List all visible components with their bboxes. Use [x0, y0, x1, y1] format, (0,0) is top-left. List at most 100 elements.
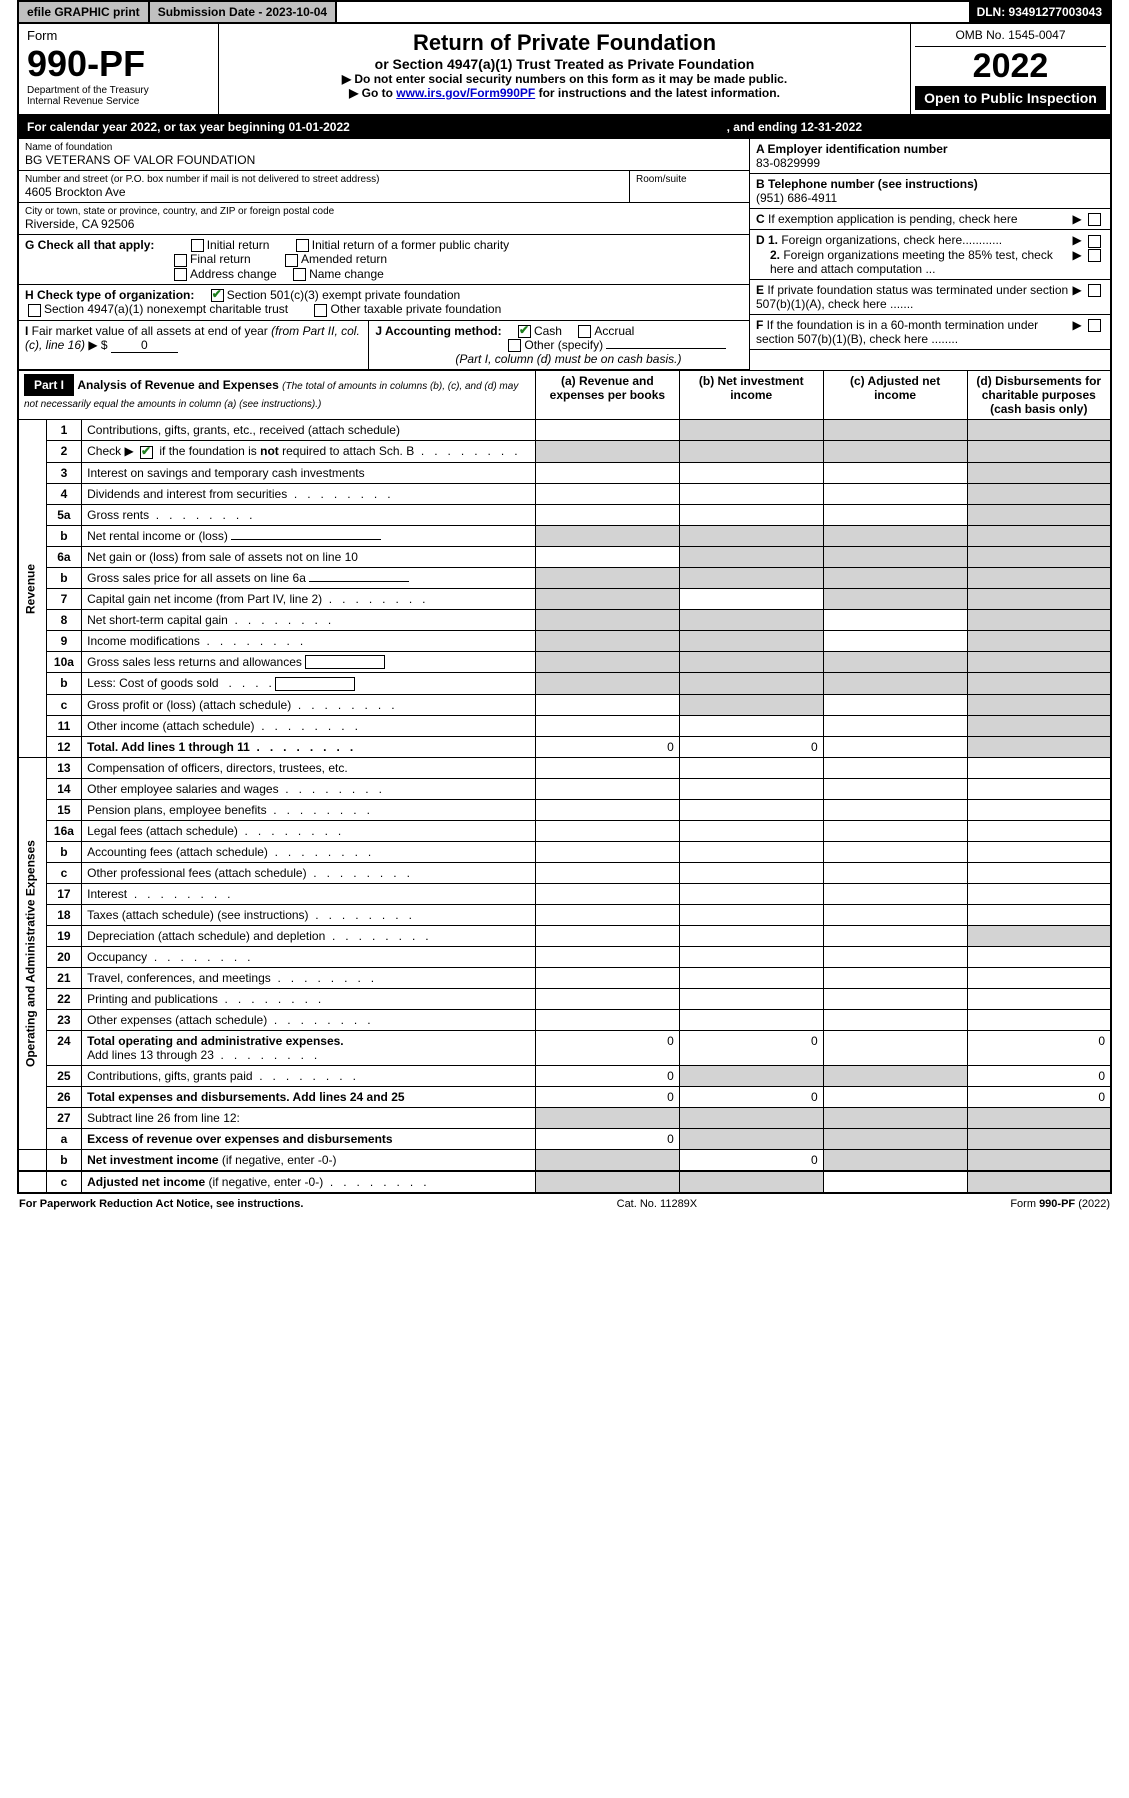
j-other: Other (specify) — [524, 338, 603, 352]
val-26b: 0 — [679, 1087, 823, 1108]
a-value: 83-0829999 — [756, 156, 1104, 170]
calendar-year-line: For calendar year 2022, or tax year begi… — [19, 116, 1110, 138]
form-title: Return of Private Foundation — [225, 30, 904, 56]
e-checkbox[interactable] — [1088, 284, 1101, 297]
g-initial-return-checkbox[interactable] — [191, 239, 204, 252]
note2-pre: ▶ Go to — [349, 86, 396, 100]
g-initial-former: Initial return of a former public charit… — [312, 238, 509, 252]
room-label: Room/suite — [636, 174, 743, 185]
j-accrual-checkbox[interactable] — [578, 325, 591, 338]
g-initial-former-checkbox[interactable] — [296, 239, 309, 252]
g-initial-return: Initial return — [207, 238, 270, 252]
j-label: J Accounting method: — [375, 324, 501, 338]
note-1: ▶ Do not enter social security numbers o… — [225, 72, 904, 86]
form-footer: Form 990-PF (2022) — [1010, 1198, 1110, 1210]
d2-checkbox[interactable] — [1088, 249, 1101, 262]
val-26d: 0 — [967, 1087, 1111, 1108]
col-a-header: (a) Revenue and expenses per books — [535, 371, 679, 420]
dept-line1: Department of the Treasury — [27, 85, 210, 96]
note2-post: for instructions and the latest informat… — [535, 86, 780, 100]
line-23: Other expenses (attach schedule) — [87, 1013, 267, 1027]
line-24b: Add lines 13 through 23 — [87, 1048, 214, 1062]
h-4947-checkbox[interactable] — [28, 304, 41, 317]
line-12: Total. Add lines 1 through 11 — [87, 740, 250, 754]
val-27b: 0 — [679, 1150, 823, 1172]
line-2: Check ▶ if the foundation is not require… — [82, 441, 536, 462]
calyear-begin: For calendar year 2022, or tax year begi… — [27, 120, 350, 134]
val-26a: 0 — [535, 1087, 679, 1108]
e-text: If private foundation status was termina… — [756, 283, 1068, 311]
col-b-header: (b) Net investment income — [679, 371, 823, 420]
line-10c: Gross profit or (loss) (attach schedule) — [87, 698, 291, 712]
line-21: Travel, conferences, and meetings — [87, 971, 271, 985]
omb-no: OMB No. 1545-0047 — [915, 28, 1106, 47]
col-c-header: (c) Adjusted net income — [823, 371, 967, 420]
h-501c3-checkbox[interactable] — [211, 289, 224, 302]
line-27a: Excess of revenue over expenses and disb… — [82, 1129, 536, 1150]
val-12a: 0 — [535, 737, 679, 758]
revenue-side-label: Revenue — [18, 420, 46, 758]
note-2: ▶ Go to www.irs.gov/Form990PF for instru… — [225, 86, 904, 100]
line-1: Contributions, gifts, grants, etc., rece… — [82, 420, 536, 441]
form-header: Form 990-PF Department of the Treasury I… — [17, 24, 1112, 116]
val-12b: 0 — [679, 737, 823, 758]
line-10a: Gross sales less returns and allowances — [82, 651, 536, 673]
g-section: G Check all that apply: Initial return I… — [19, 235, 750, 285]
open-inspection: Open to Public Inspection — [915, 86, 1106, 110]
l2-pre: Check ▶ — [87, 444, 137, 458]
b-label: B Telephone number (see instructions) — [756, 177, 1104, 191]
l2-post: if the foundation is not required to att… — [156, 444, 414, 458]
line-13: Compensation of officers, directors, tru… — [82, 758, 536, 779]
h-other: Other taxable private foundation — [330, 302, 501, 316]
irs-link[interactable]: www.irs.gov/Form990PF — [396, 86, 535, 100]
d1-checkbox[interactable] — [1088, 235, 1101, 248]
foundation-name: BG VETERANS OF VALOR FOUNDATION — [25, 153, 743, 167]
j-other-checkbox[interactable] — [508, 339, 521, 352]
page-footer: For Paperwork Reduction Act Notice, see … — [17, 1194, 1112, 1214]
line-6a: Net gain or (loss) from sale of assets n… — [82, 546, 536, 567]
line-5b: Net rental income or (loss) — [82, 525, 536, 546]
val-25a: 0 — [535, 1066, 679, 1087]
line-27b: Net investment income — [87, 1153, 218, 1167]
top-bar: efile GRAPHIC print Submission Date - 20… — [17, 0, 1112, 24]
j-accrual: Accrual — [594, 324, 634, 338]
val-25d: 0 — [967, 1066, 1111, 1087]
line-11: Other income (attach schedule) — [87, 719, 254, 733]
g-final-return: Final return — [190, 252, 251, 266]
line-6b: Gross sales price for all assets on line… — [82, 567, 536, 588]
j-cash-checkbox[interactable] — [518, 325, 531, 338]
b-value: (951) 686-4911 — [756, 191, 1104, 205]
f-checkbox[interactable] — [1088, 319, 1101, 332]
h-other-checkbox[interactable] — [314, 304, 327, 317]
line-7: Capital gain net income (from Part IV, l… — [87, 592, 322, 606]
l2-checkbox[interactable] — [140, 446, 153, 459]
dept-line2: Internal Revenue Service — [27, 96, 210, 107]
line-19: Depreciation (attach schedule) and deple… — [87, 929, 325, 943]
col-d-header: (d) Disbursements for charitable purpose… — [967, 371, 1111, 420]
val-27a: 0 — [535, 1129, 679, 1150]
tax-year: 2022 — [915, 47, 1106, 86]
val-24a: 0 — [535, 1031, 679, 1066]
pra-notice: For Paperwork Reduction Act Notice, see … — [19, 1198, 303, 1210]
h-4947: Section 4947(a)(1) nonexempt charitable … — [44, 302, 288, 316]
line-9: Income modifications — [87, 634, 200, 648]
line-22: Printing and publications — [87, 992, 218, 1006]
line-14: Other employee salaries and wages — [87, 782, 278, 796]
g-amended-checkbox[interactable] — [285, 254, 298, 267]
line-4: Dividends and interest from securities — [87, 487, 287, 501]
val-24b: 0 — [679, 1031, 823, 1066]
c-checkbox[interactable] — [1088, 213, 1101, 226]
line-5a: Gross rents — [87, 508, 149, 522]
g-final-return-checkbox[interactable] — [174, 254, 187, 267]
foundation-name-label: Name of foundation — [25, 142, 743, 153]
form-label: Form — [27, 28, 210, 43]
i-text: Fair market value of all assets at end o… — [25, 324, 360, 352]
i-value: 0 — [111, 338, 178, 353]
g-address-change-checkbox[interactable] — [174, 268, 187, 281]
d2-text: Foreign organizations meeting the 85% te… — [770, 248, 1053, 276]
line-10b: Less: Cost of goods sold . . . . — [82, 673, 536, 695]
efile-label: efile GRAPHIC print — [19, 2, 150, 22]
g-name-change-checkbox[interactable] — [293, 268, 306, 281]
line-3: Interest on savings and temporary cash i… — [82, 462, 536, 483]
addr-label: Number and street (or P.O. box number if… — [25, 174, 623, 185]
